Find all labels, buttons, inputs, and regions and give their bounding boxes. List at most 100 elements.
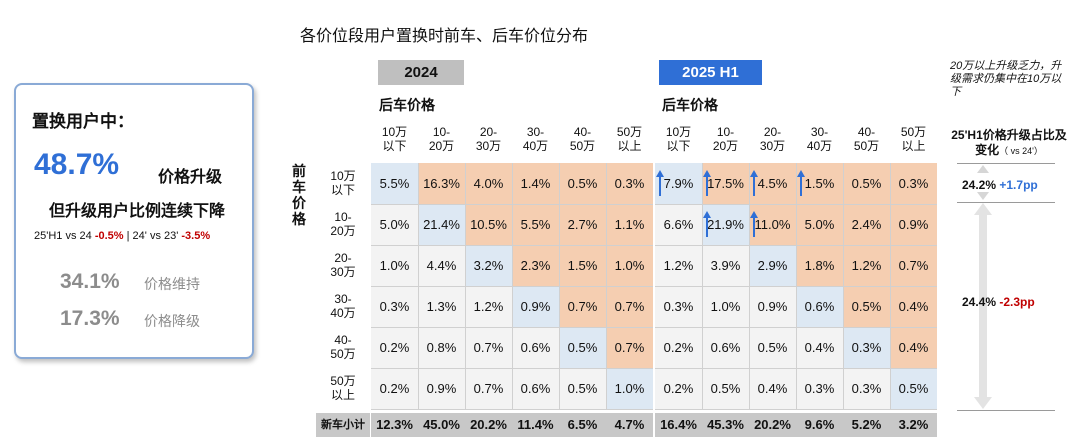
heatmap-cell: 2.7% bbox=[559, 204, 606, 245]
heatmap-cell: 0.3% bbox=[371, 286, 418, 327]
downgrade-share-label: 价格降级 bbox=[144, 313, 200, 329]
col-label: 40- 50万 bbox=[569, 125, 596, 153]
heatmap-cell: 0.5% bbox=[749, 327, 796, 368]
grid-line bbox=[655, 245, 937, 246]
compare-b-value: -3.5% bbox=[181, 230, 211, 242]
heatmap-cell: 0.9% bbox=[512, 286, 559, 327]
heatmap-cell: 3.2% bbox=[465, 245, 512, 286]
total-cell: 11.4% bbox=[512, 413, 559, 437]
compare-separator: | bbox=[123, 230, 133, 242]
heatmap-cell: 0.5% bbox=[843, 286, 890, 327]
side-item-2-value: 24.4% bbox=[962, 295, 997, 309]
upgrade-share-label: 价格升级 bbox=[158, 169, 223, 186]
heatmap-cell: 6.6% bbox=[655, 204, 702, 245]
col-label: 50万 以上 bbox=[900, 125, 927, 153]
grid-line bbox=[371, 286, 653, 287]
grid-line bbox=[655, 327, 937, 328]
heatmap-cell: 0.6% bbox=[702, 327, 749, 368]
heatmap-cell: 4.5% bbox=[749, 163, 796, 204]
heatmap-cell: 5.5% bbox=[512, 204, 559, 245]
heatmap-cell: 0.6% bbox=[796, 286, 843, 327]
heatmap-cell: 1.0% bbox=[606, 245, 653, 286]
heatmap-cell: 1.2% bbox=[655, 245, 702, 286]
heatmap-cell: 0.3% bbox=[843, 368, 890, 409]
col-label: 10- 20万 bbox=[712, 125, 739, 153]
total-cell: 6.5% bbox=[559, 413, 606, 437]
heatmap-cell: 2.3% bbox=[512, 245, 559, 286]
total-row-label: 新车小计 bbox=[316, 413, 370, 437]
col-label: 10万 以下 bbox=[665, 125, 692, 153]
grid-line bbox=[655, 286, 937, 287]
heatmap-cell: 1.2% bbox=[843, 245, 890, 286]
grid-line bbox=[371, 327, 653, 328]
panel-header-2024: 2024 bbox=[378, 60, 464, 85]
heatmap-cell: 1.8% bbox=[796, 245, 843, 286]
total-cell: 45.3% bbox=[702, 413, 749, 437]
row-label: 10万 以下 bbox=[330, 169, 356, 197]
heatmap-cell: 1.0% bbox=[702, 286, 749, 327]
heatmap-cell: 0.2% bbox=[655, 368, 702, 409]
heatmap-cell: 0.5% bbox=[843, 163, 890, 204]
increase-arrow-icon bbox=[703, 211, 711, 237]
col-label: 40- 50万 bbox=[853, 125, 880, 153]
decline-note: 但升级用户比例连续下降 bbox=[49, 203, 226, 220]
heatmap-cell: 17.5% bbox=[702, 163, 749, 204]
total-cell: 5.2% bbox=[843, 413, 890, 437]
grid-line bbox=[655, 204, 937, 205]
lower-double-arrow bbox=[974, 203, 992, 409]
col-label: 10- 20万 bbox=[428, 125, 455, 153]
total-cell: 4.7% bbox=[606, 413, 653, 437]
panel-header-2025h1: 2025 H1 bbox=[659, 60, 762, 85]
heatmap-cell: 0.4% bbox=[749, 368, 796, 409]
heatmap-cell: 1.2% bbox=[465, 286, 512, 327]
side-item-1-value: 24.2% bbox=[962, 178, 997, 192]
heatmap-cell: 2.9% bbox=[749, 245, 796, 286]
side-header-sub: （ vs 24'） bbox=[999, 146, 1043, 156]
side-header: 25'H1价格升级占比及变化（ vs 24'） bbox=[950, 128, 1068, 159]
heatmap-cell: 0.2% bbox=[655, 327, 702, 368]
page-title: 各价位段用户置换时前车、后车价位分布 bbox=[300, 28, 589, 45]
row-axis-label: 前车价格 bbox=[292, 163, 306, 227]
card-heading: 置换用户中： bbox=[32, 112, 134, 131]
heatmap-cell: 21.4% bbox=[418, 204, 465, 245]
heatmap-cell: 0.7% bbox=[559, 286, 606, 327]
heatmap-cell: 1.1% bbox=[606, 204, 653, 245]
heatmap-cell: 0.2% bbox=[371, 368, 418, 409]
col-label: 50万 以上 bbox=[616, 125, 643, 153]
increase-arrow-icon bbox=[750, 170, 758, 196]
total-cell: 45.0% bbox=[418, 413, 465, 437]
grid-line bbox=[655, 368, 937, 369]
heatmap-cell: 0.3% bbox=[796, 368, 843, 409]
total-cell: 16.4% bbox=[655, 413, 702, 437]
col-label: 30- 40万 bbox=[522, 125, 549, 153]
grid-line bbox=[371, 409, 653, 410]
heatmap-cell: 1.4% bbox=[512, 163, 559, 204]
heatmap-cell: 0.3% bbox=[655, 286, 702, 327]
heatmap-cell: 0.5% bbox=[890, 368, 937, 409]
col-label: 20- 30万 bbox=[759, 125, 786, 153]
heatmap-cell: 0.5% bbox=[559, 368, 606, 409]
heatmap-cell: 0.3% bbox=[890, 163, 937, 204]
heatmap-cell: 0.9% bbox=[749, 286, 796, 327]
heatmap-cell: 0.9% bbox=[890, 204, 937, 245]
side-item-1: 24.2% +1.7pp bbox=[962, 178, 1038, 192]
heatmap-cell: 0.4% bbox=[796, 327, 843, 368]
compare-b-prefix: 24' vs 23' bbox=[132, 230, 182, 242]
heatmap-cell: 1.3% bbox=[418, 286, 465, 327]
increase-arrow-icon bbox=[750, 211, 758, 237]
side-item-1-change: +1.7pp bbox=[999, 178, 1038, 192]
row-label: 50万 以上 bbox=[330, 374, 356, 402]
heatmap-cell: 0.7% bbox=[465, 327, 512, 368]
total-cell: 20.2% bbox=[465, 413, 512, 437]
heatmap-cell: 0.5% bbox=[559, 163, 606, 204]
heatmap-cell: 16.3% bbox=[418, 163, 465, 204]
row-label: 30- 40万 bbox=[330, 292, 356, 320]
downgrade-share-value: 17.3% bbox=[60, 307, 120, 330]
col-label: 30- 40万 bbox=[806, 125, 833, 153]
row-label: 40- 50万 bbox=[330, 333, 356, 361]
heatmap-cell: 4.0% bbox=[465, 163, 512, 204]
heatmap-cell: 0.3% bbox=[843, 327, 890, 368]
heatmap-cell: 0.8% bbox=[418, 327, 465, 368]
comparison-line: 25'H1 vs 24 -0.5% | 24' vs 23' -3.5% bbox=[34, 230, 210, 242]
summary-card: 置换用户中： 48.7% 价格升级 但升级用户比例连续下降 25'H1 vs 2… bbox=[14, 83, 254, 359]
